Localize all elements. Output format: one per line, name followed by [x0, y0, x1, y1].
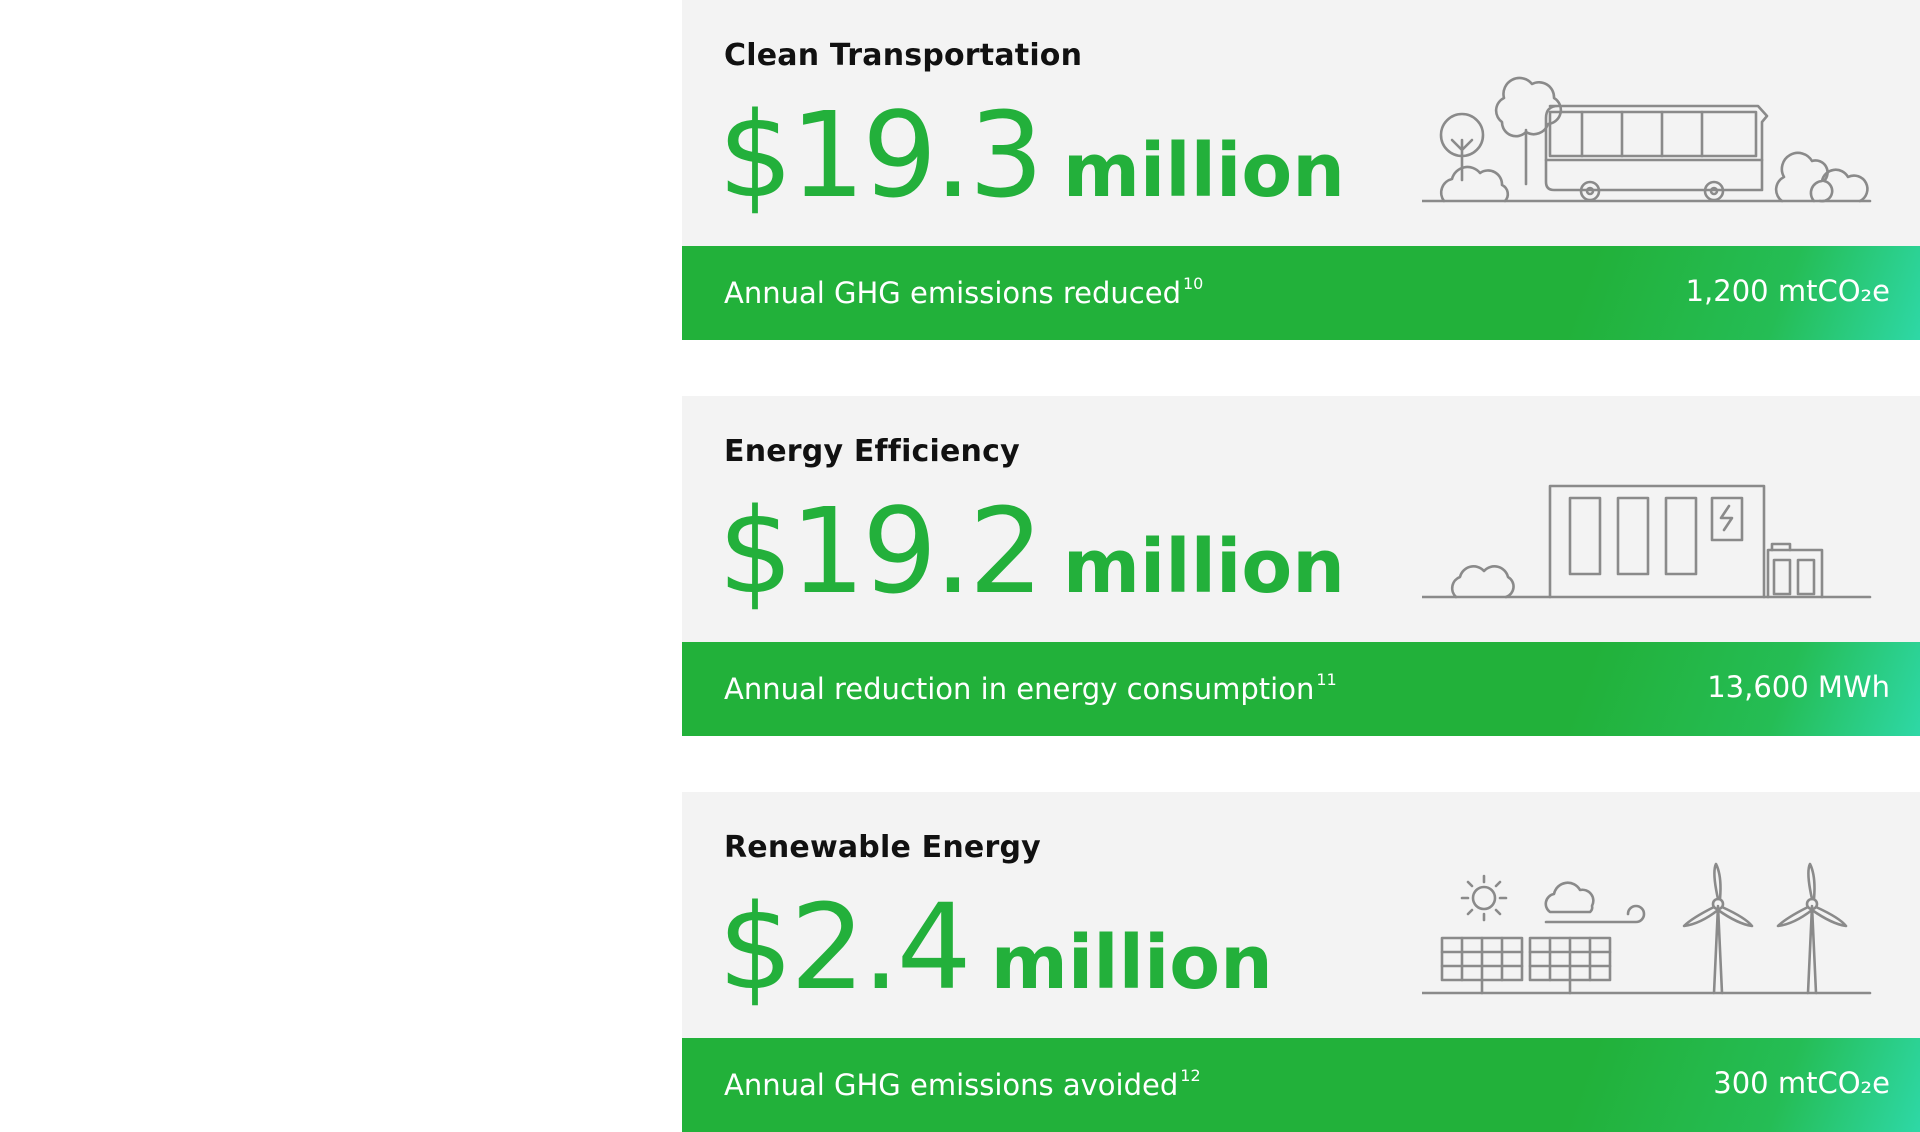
- metric-bar: Annual GHG emissions reduced 10 1,200 mtC…: [682, 246, 1920, 340]
- amount-value: $19.3: [718, 86, 1044, 224]
- funding-amount: $2.4 million: [718, 888, 1273, 1006]
- card-title: Renewable Energy: [724, 830, 1041, 865]
- metric-value: 13,600 MWh: [1707, 670, 1890, 704]
- amount-value: $19.2: [718, 482, 1044, 620]
- building-battery-illustration: [1420, 456, 1892, 606]
- metric-label: Annual reduction in energy consumption 11: [724, 670, 1337, 706]
- footnote-marker: 10: [1182, 274, 1204, 293]
- footnote-marker: 12: [1180, 1066, 1201, 1085]
- amount-unit: million: [1062, 524, 1345, 610]
- amount-unit: million: [1062, 128, 1345, 214]
- energy-efficiency-card: Energy Efficiency $19.2 million Annual re…: [682, 396, 1920, 736]
- metric-label: Annual GHG emissions avoided 12: [724, 1066, 1201, 1102]
- card-title: Energy Efficiency: [724, 434, 1020, 469]
- metric-label: Annual GHG emissions reduced 10: [724, 274, 1204, 310]
- metric-value: 1,200 mtCO₂e: [1685, 274, 1890, 308]
- renewable-energy-card: Renewable Energy $2.4 million: [682, 792, 1920, 1132]
- funding-amount: $19.2 million: [718, 492, 1345, 610]
- card-title: Clean Transportation: [724, 38, 1083, 73]
- solar-wind-illustration: [1420, 852, 1892, 1002]
- funding-amount: $19.3 million: [718, 96, 1345, 214]
- metric-bar: Annual reduction in energy consumption 11…: [682, 642, 1920, 736]
- bus-trees-illustration: [1420, 60, 1892, 210]
- clean-transportation-card: Clean Transportation $19.3 million: [682, 0, 1920, 340]
- metric-bar: Annual GHG emissions avoided 12 300 mtCO₂…: [682, 1038, 1920, 1132]
- amount-value: $2.4: [718, 878, 972, 1016]
- amount-unit: million: [990, 920, 1273, 1006]
- footnote-marker: 11: [1316, 670, 1337, 689]
- metric-value: 300 mtCO₂e: [1713, 1066, 1890, 1100]
